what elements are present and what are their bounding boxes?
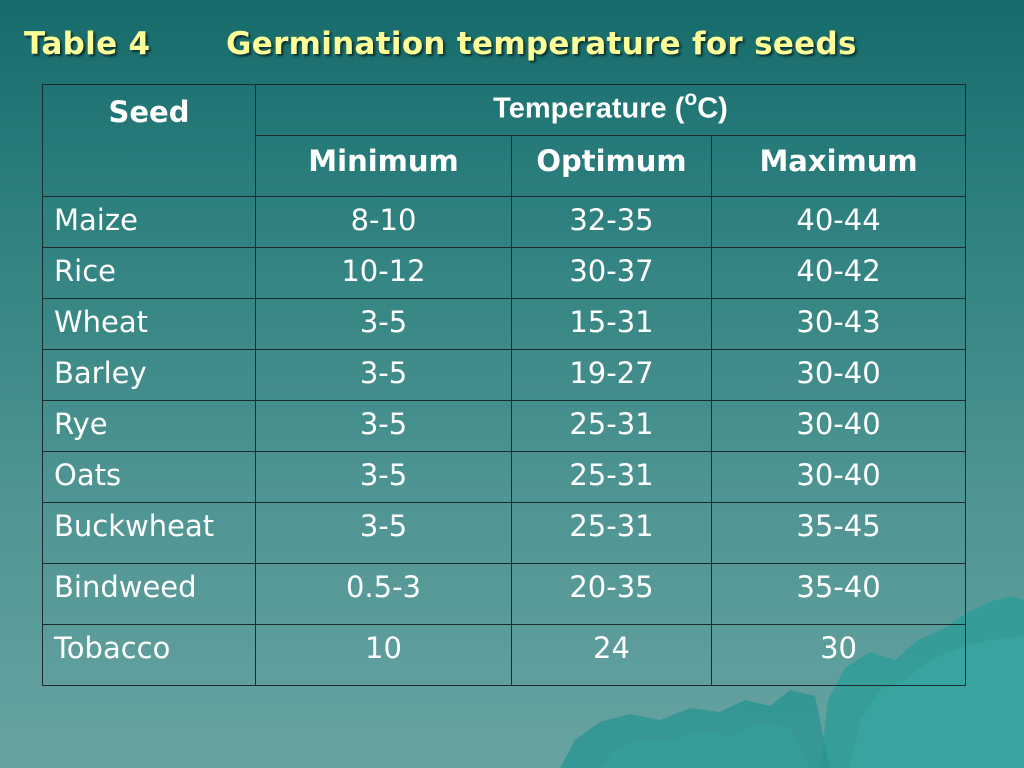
maximum-cell: 35-45 (710, 502, 967, 564)
header-row: Seed Temperature (oC) (42, 84, 967, 197)
minimum-cell: 3-5 (255, 451, 512, 503)
optimum-cell: 25-31 (511, 451, 712, 503)
table-number: Table 4 (24, 26, 151, 62)
optimum-cell: 32-35 (511, 196, 712, 248)
optimum-cell: 20-35 (511, 563, 712, 625)
seed-cell: Oats (42, 451, 256, 503)
title-text: Germination temperature for seeds (226, 26, 857, 62)
minimum-cell: 10-12 (255, 247, 512, 299)
seed-cell: Maize (42, 196, 256, 248)
optimum-cell: 19-27 (511, 349, 712, 401)
seed-cell: Rye (42, 400, 256, 452)
table-row: Buckwheat 3-5 25-31 35-45 (42, 502, 967, 564)
table-row: Maize 8-10 32-35 40-44 (42, 196, 967, 248)
table-row: Bindweed 0.5-3 20-35 35-40 (42, 563, 967, 625)
table-row: Wheat 3-5 15-31 30-43 (42, 298, 967, 350)
optimum-cell: 15-31 (511, 298, 712, 350)
slide-title: Table 4 Germination temperature for seeds (24, 26, 857, 66)
table-row: Rye 3-5 25-31 30-40 (42, 400, 967, 452)
seed-cell: Buckwheat (42, 502, 256, 564)
header-seed: Seed (42, 84, 256, 197)
optimum-cell: 25-31 (511, 400, 712, 452)
germination-table: Seed Temperature (oC) Minimum Optimum Ma… (42, 84, 967, 686)
minimum-cell: 3-5 (255, 298, 512, 350)
temperature-prefix: Temperature ( (493, 92, 685, 125)
table-row: Oats 3-5 25-31 30-40 (42, 451, 967, 503)
maximum-cell: 35-40 (710, 563, 967, 625)
optimum-cell: 24 (511, 624, 712, 686)
minimum-cell: 10 (255, 624, 512, 686)
maximum-cell: 40-42 (710, 247, 967, 299)
maximum-cell: 30-40 (710, 400, 967, 452)
seed-cell: Barley (42, 349, 256, 401)
minimum-cell: 8-10 (255, 196, 512, 248)
optimum-cell: 25-31 (511, 502, 712, 564)
optimum-cell: 30-37 (511, 247, 712, 299)
table-row: Tobacco 10 24 30 (42, 624, 967, 686)
seed-cell: Wheat (42, 298, 256, 350)
table-row: Rice 10-12 30-37 40-42 (42, 247, 967, 299)
seed-cell: Rice (42, 247, 256, 299)
maximum-cell: 40-44 (710, 196, 967, 248)
header-optimum: Optimum (511, 135, 712, 197)
maximum-cell: 30 (710, 624, 967, 686)
header-maximum: Maximum (710, 135, 967, 197)
temperature-suffix: C) (697, 92, 728, 125)
degree-sign: o (684, 87, 698, 110)
subheader-row: Minimum Optimum Maximum (43, 135, 967, 197)
minimum-cell: 3-5 (255, 502, 512, 564)
table-row: Barley 3-5 19-27 30-40 (42, 349, 967, 401)
maximum-cell: 30-43 (710, 298, 967, 350)
maximum-cell: 30-40 (710, 349, 967, 401)
seed-cell: Tobacco (42, 624, 256, 686)
minimum-cell: 3-5 (255, 400, 512, 452)
minimum-cell: 0.5-3 (255, 563, 512, 625)
header-temperature: Temperature (oC) (254, 84, 967, 136)
seed-cell: Bindweed (42, 563, 256, 625)
maximum-cell: 30-40 (710, 451, 967, 503)
iceberg-bottom-ridge (600, 724, 810, 768)
minimum-cell: 3-5 (255, 349, 512, 401)
header-minimum: Minimum (255, 135, 512, 197)
iceberg-right-highlight (850, 636, 1024, 768)
